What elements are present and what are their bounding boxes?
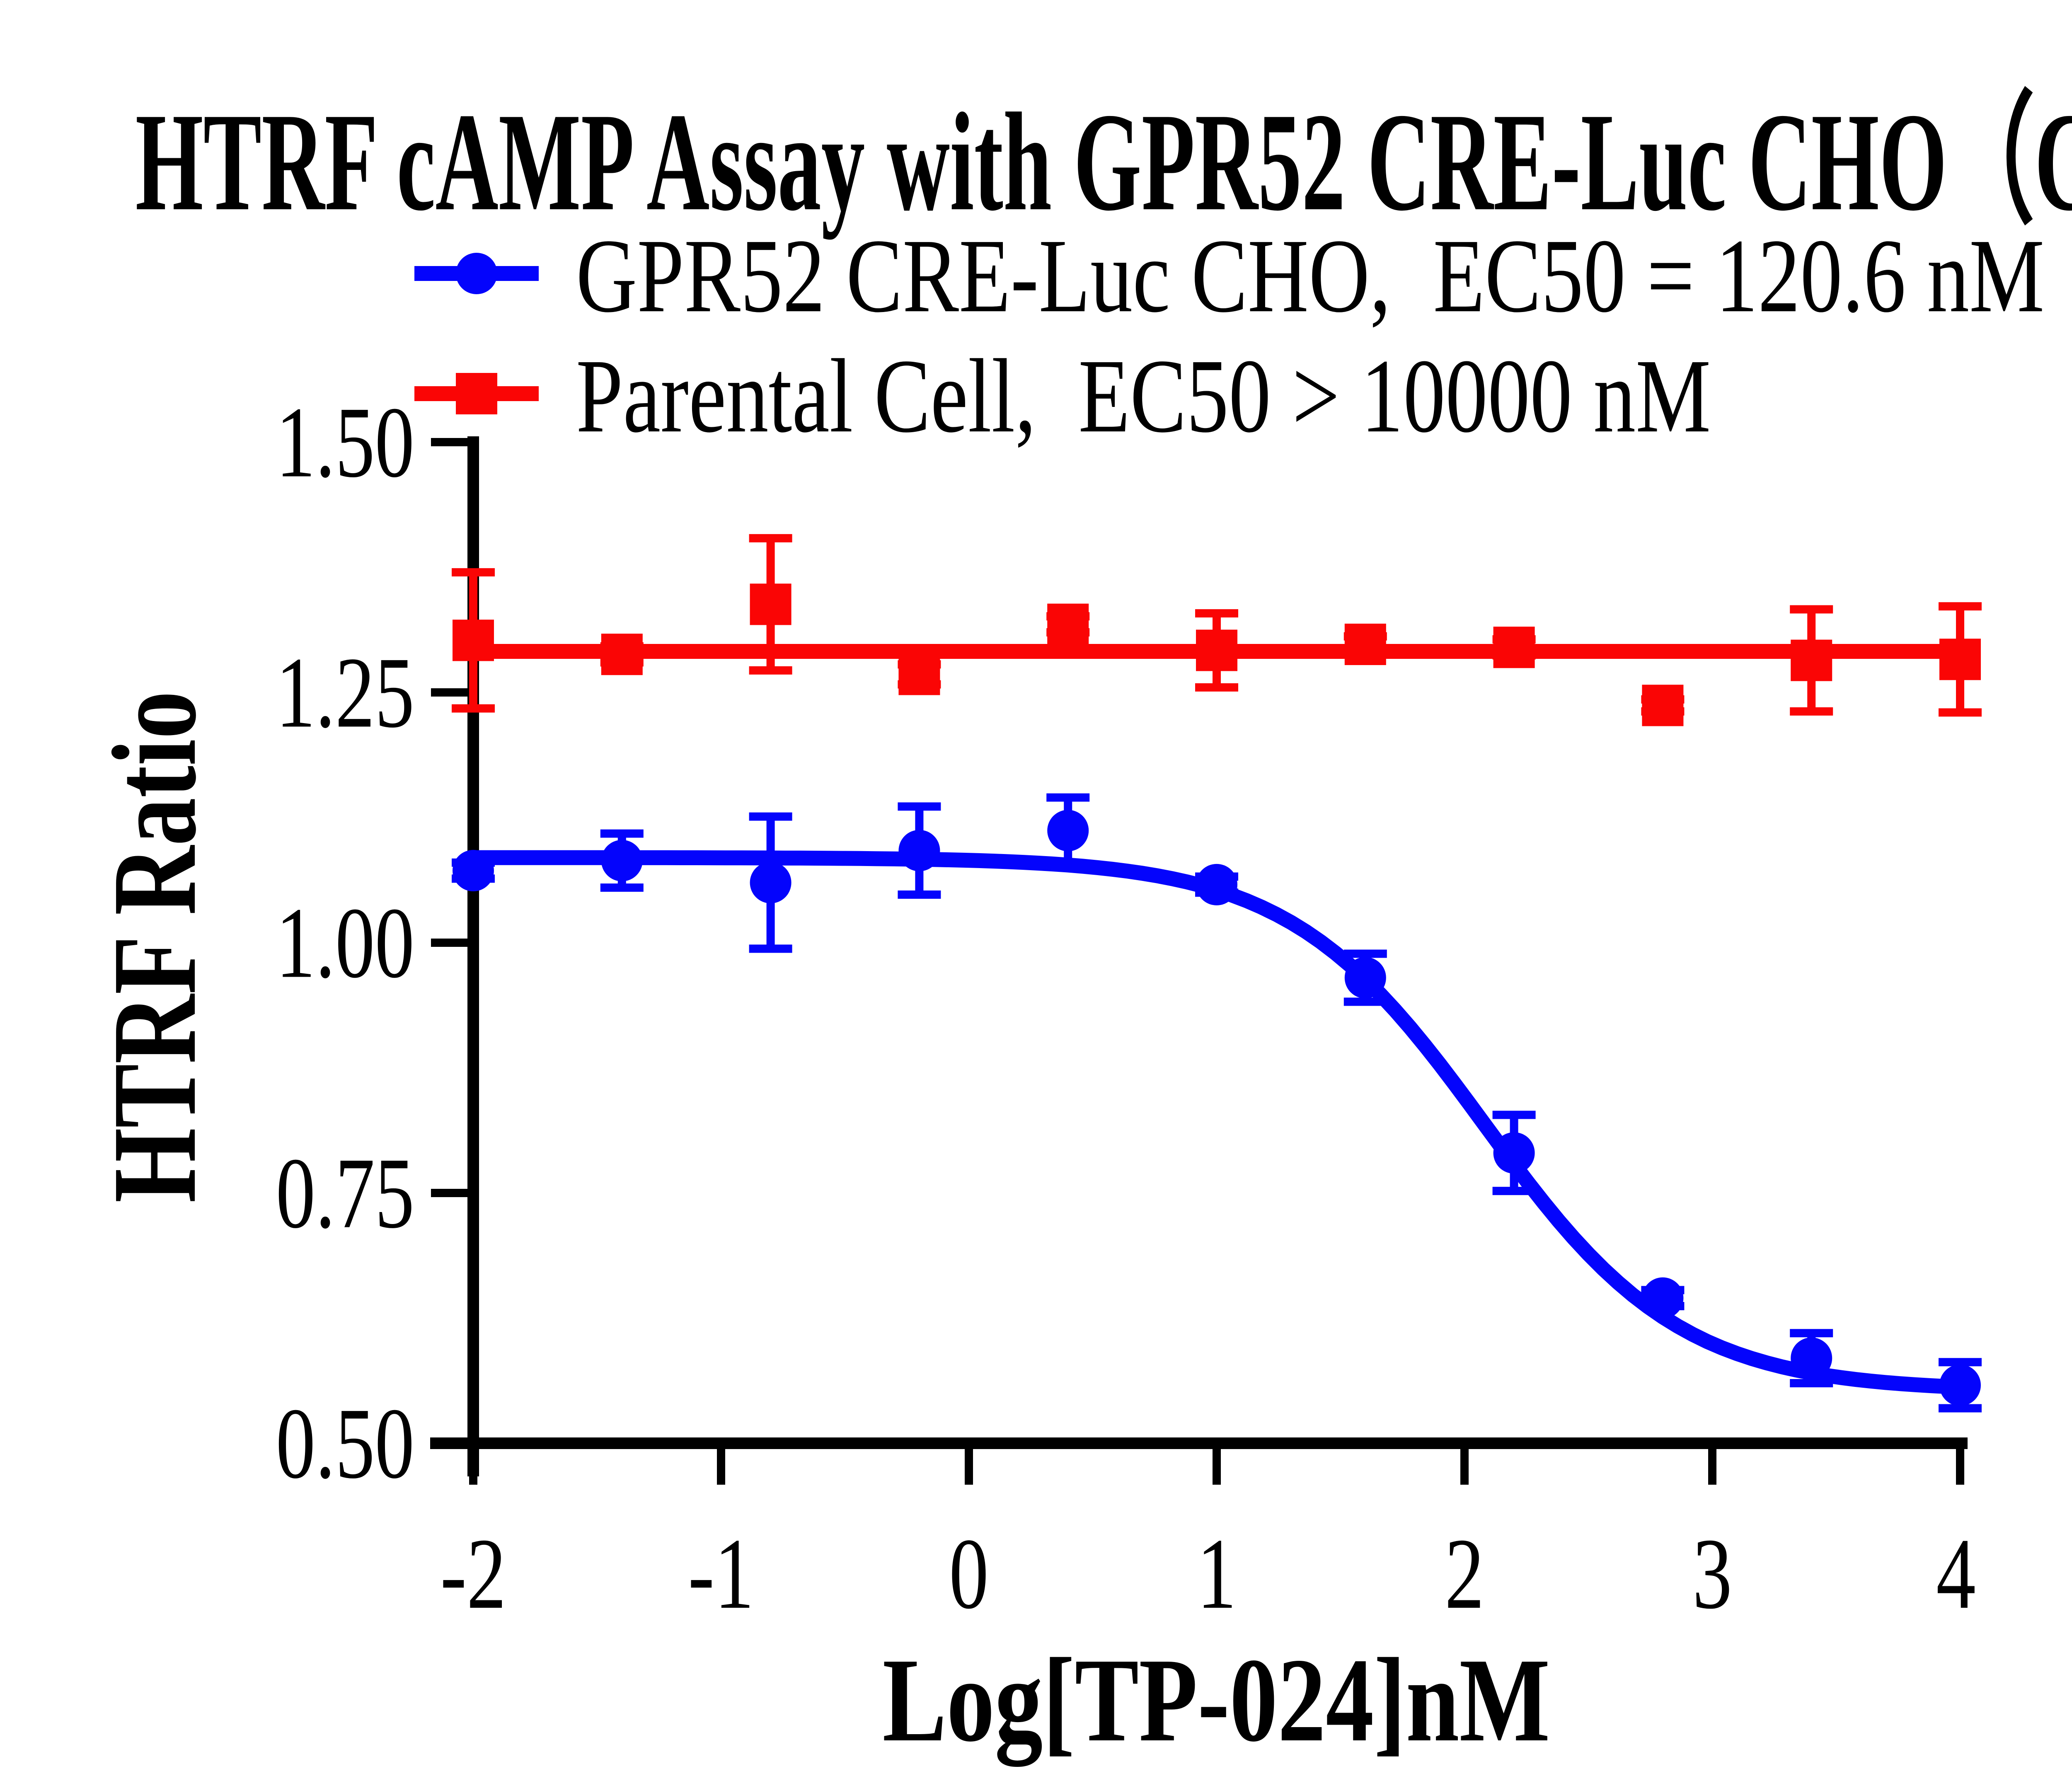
y-tick-label: 1.00 [276,886,414,999]
axes [430,436,1968,1485]
GPR52 CRE-Luc CHO-data-point [750,862,792,904]
y-tick-labels: 1.50 1.25 1.00 0.75 0.50 [276,386,414,1500]
x-tick-label: 1 [1197,1517,1237,1630]
legend-square-marker-icon [456,373,497,414]
x-tick-label: -1 [688,1517,754,1630]
x-tick [469,1443,477,1485]
GPR52 CRE-Luc CHO-data-point [601,840,643,881]
y-tick [431,939,473,947]
Parental Cell-data-point [1939,639,1981,680]
Parental Cell-data-point [601,634,643,675]
x-axis-line [430,1437,1968,1449]
x-tick-label: 0 [949,1517,989,1630]
Parental Cell-data-point [1791,639,1832,681]
legend-item-parental: Parental Cell, EC50 > 10000 nM [414,337,1711,455]
GPR52 CRE-Luc CHO-data-point [1196,864,1237,905]
GPR52 CRE-Luc CHO-data-point [1791,1337,1832,1379]
GPR52 CRE-Luc CHO-fit-curve [466,850,1968,1395]
GPR52 CRE-Luc CHO-data-point [898,830,940,871]
x-tick-label: -2 [440,1517,506,1630]
GPR52 CRE-Luc CHO-data-point [453,850,494,892]
x-tick-label: 4 [1936,1517,1976,1630]
chart-title-text: HTRF cAMP Assay with GPR52 CRE-Luc CHO（C… [136,84,2072,240]
x-tick-label: 2 [1445,1517,1484,1630]
x-tick [1708,1443,1716,1485]
Parental Cell-data-point [898,653,940,695]
GPR52 CRE-Luc CHO-data-point [1939,1364,1981,1406]
x-tick-label: 3 [1692,1517,1732,1630]
legend-item-gpr52: GPR52 CRE-Luc CHO, EC50 = 120.6 nM [414,217,2044,334]
series-layer [452,534,1982,1413]
Parental Cell-data-point [453,619,494,661]
x-tick [1956,1443,1964,1485]
Parental Cell-data-point [1493,627,1535,668]
legend-circle-marker-icon [456,253,497,294]
Parental Cell-data-point [1642,685,1684,726]
x-axis-title-text: Log[TP-024]nM [883,1633,1550,1769]
x-tick-labels: -2 -1 0 1 2 3 4 [440,1517,1975,1630]
legend: GPR52 CRE-Luc CHO, EC50 = 120.6 nM Paren… [414,217,2044,455]
Parental Cell-data-point [1047,603,1089,645]
GPR52 CRE-Luc CHO-data-point [1344,957,1386,999]
y-tick [431,438,473,446]
y-tick [431,1189,473,1197]
y-tick-label: 1.50 [276,386,414,498]
x-axis-title: Log[TP-024]nM [883,1633,1550,1769]
Parental Cell-data-point [1196,629,1237,671]
legend-label-parental: Parental Cell, EC50 > 10000 nM [576,337,1711,455]
x-tick [717,1443,725,1485]
GPR52 CRE-Luc CHO-data-point [1642,1277,1684,1319]
y-tick-label: 0.75 [276,1137,414,1249]
chart-title: HTRF cAMP Assay with GPR52 CRE-Luc CHO（C… [136,84,2072,240]
x-tick [1460,1443,1469,1485]
Parental Cell-data-point [1344,624,1386,665]
legend-label-gpr52: GPR52 CRE-Luc CHO, EC50 = 120.6 nM [576,217,2044,334]
x-tick [965,1443,973,1485]
y-axis-title: HTRF Ratio [88,691,221,1203]
y-tick [431,688,473,697]
Parental Cell-data-point [750,583,792,625]
y-axis-title-text: HTRF Ratio [88,691,221,1203]
y-tick-label: 0.50 [276,1387,414,1500]
y-tick [431,1439,473,1447]
x-tick [1213,1443,1221,1485]
GPR52 CRE-Luc CHO-data-point [1493,1132,1535,1174]
y-tick-label: 1.25 [276,636,414,749]
GPR52 CRE-Luc CHO-data-point [1047,810,1089,852]
